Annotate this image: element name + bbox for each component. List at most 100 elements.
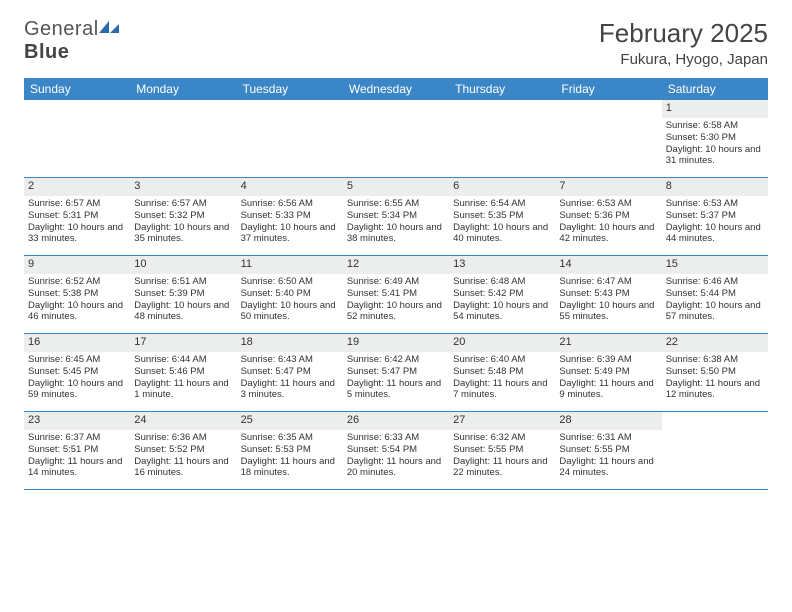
daylight-line: Daylight: 10 hours and 57 minutes. <box>666 300 764 324</box>
sunset-line: Sunset: 5:49 PM <box>559 366 657 378</box>
sunset-line: Sunset: 5:55 PM <box>559 444 657 456</box>
sunset-line: Sunset: 5:47 PM <box>347 366 445 378</box>
daylight-line: Daylight: 10 hours and 46 minutes. <box>28 300 126 324</box>
sunset-line: Sunset: 5:52 PM <box>134 444 232 456</box>
weekday-header: Saturday <box>662 78 768 100</box>
header: General Blue February 2025 Fukura, Hyogo… <box>24 18 768 68</box>
sunrise-line: Sunrise: 6:39 AM <box>559 354 657 366</box>
day-number: 24 <box>130 412 236 430</box>
day-cell: 26Sunrise: 6:33 AMSunset: 5:54 PMDayligh… <box>343 412 449 489</box>
day-cell: 14Sunrise: 6:47 AMSunset: 5:43 PMDayligh… <box>555 256 661 333</box>
daylight-line: Daylight: 11 hours and 16 minutes. <box>134 456 232 480</box>
week-row: 23Sunrise: 6:37 AMSunset: 5:51 PMDayligh… <box>24 412 768 490</box>
weekday-header: Sunday <box>24 78 130 100</box>
sunset-line: Sunset: 5:31 PM <box>28 210 126 222</box>
sunset-line: Sunset: 5:39 PM <box>134 288 232 300</box>
weekday-header: Wednesday <box>343 78 449 100</box>
week-row: 9Sunrise: 6:52 AMSunset: 5:38 PMDaylight… <box>24 256 768 334</box>
sunrise-line: Sunrise: 6:57 AM <box>28 198 126 210</box>
week-row: 16Sunrise: 6:45 AMSunset: 5:45 PMDayligh… <box>24 334 768 412</box>
calendar-page: General Blue February 2025 Fukura, Hyogo… <box>0 0 792 508</box>
sunrise-line: Sunrise: 6:53 AM <box>666 198 764 210</box>
sunset-line: Sunset: 5:36 PM <box>559 210 657 222</box>
weekday-header: Friday <box>555 78 661 100</box>
day-cell: 10Sunrise: 6:51 AMSunset: 5:39 PMDayligh… <box>130 256 236 333</box>
day-number: 25 <box>237 412 343 430</box>
day-number: 18 <box>237 334 343 352</box>
day-cell: 17Sunrise: 6:44 AMSunset: 5:46 PMDayligh… <box>130 334 236 411</box>
day-number: 11 <box>237 256 343 274</box>
day-number: 21 <box>555 334 661 352</box>
day-cell: 25 Sunrise: 6:35 AMSunset: 5:53 PMDayligh… <box>237 412 343 489</box>
daylight-line: Daylight: 11 hours and 9 minutes. <box>559 378 657 402</box>
day-cell: 1Sunrise: 6:58 AMSunset: 5:30 PMDaylight… <box>662 100 768 177</box>
sunrise-line: Sunrise: 6:47 AM <box>559 276 657 288</box>
sunrise-line: Sunrise: 6:32 AM <box>453 432 551 444</box>
day-number: 27 <box>449 412 555 430</box>
day-number: 1 <box>662 100 768 118</box>
sunset-line: Sunset: 5:47 PM <box>241 366 339 378</box>
week-row: 1Sunrise: 6:58 AMSunset: 5:30 PMDaylight… <box>24 100 768 178</box>
brand-first: General <box>24 18 99 40</box>
sunset-line: Sunset: 5:40 PM <box>241 288 339 300</box>
daylight-line: Daylight: 11 hours and 20 minutes. <box>347 456 445 480</box>
day-cell: 12Sunrise: 6:49 AMSunset: 5:41 PMDayligh… <box>343 256 449 333</box>
daylight-line: Daylight: 10 hours and 42 minutes. <box>559 222 657 246</box>
day-cell: 22Sunrise: 6:38 AMSunset: 5:50 PMDayligh… <box>662 334 768 411</box>
daylight-line: Daylight: 10 hours and 37 minutes. <box>241 222 339 246</box>
day-cell: 21 Sunrise: 6:39 AMSunset: 5:49 PMDayligh… <box>555 334 661 411</box>
day-number: 12 <box>343 256 449 274</box>
week-row: 2 Sunrise: 6:57 AMSunset: 5:31 PM Daylight… <box>24 178 768 256</box>
day-number: 7 <box>555 178 661 196</box>
location-label: Fukura, Hyogo, Japan <box>599 51 768 68</box>
day-cell: 16Sunrise: 6:45 AMSunset: 5:45 PMDayligh… <box>24 334 130 411</box>
sunset-line: Sunset: 5:53 PM <box>241 444 339 456</box>
daylight-line: Daylight: 11 hours and 14 minutes. <box>28 456 126 480</box>
day-number: 2 <box>24 178 130 196</box>
day-number: 13 <box>449 256 555 274</box>
day-number: 22 <box>662 334 768 352</box>
day-cell: 8Sunrise: 6:53 AMSunset: 5:37 PMDaylight… <box>662 178 768 255</box>
brand-logo: General Blue <box>24 18 121 64</box>
sail-icon <box>99 19 121 35</box>
title-block: February 2025 Fukura, Hyogo, Japan <box>599 18 768 68</box>
day-cell <box>555 100 661 177</box>
sunrise-line: Sunrise: 6:51 AM <box>134 276 232 288</box>
daylight-line: Daylight: 11 hours and 12 minutes. <box>666 378 764 402</box>
daylight-line: Daylight: 10 hours and 40 minutes. <box>453 222 551 246</box>
weekday-header: Thursday <box>449 78 555 100</box>
sunset-line: Sunset: 5:46 PM <box>134 366 232 378</box>
daylight-line: Daylight: 11 hours and 24 minutes. <box>559 456 657 480</box>
daylight-line: Daylight: 10 hours and 31 minutes. <box>666 144 764 168</box>
sunset-line: Sunset: 5:48 PM <box>453 366 551 378</box>
daylight-line: Daylight: 10 hours and 54 minutes. <box>453 300 551 324</box>
sunset-line: Sunset: 5:55 PM <box>453 444 551 456</box>
day-cell: 4Sunrise: 6:56 AMSunset: 5:33 PMDaylight… <box>237 178 343 255</box>
calendar-grid: SundayMondayTuesdayWednesdayThursdayFrid… <box>24 78 768 490</box>
sunrise-line: Sunrise: 6:35 AM <box>241 432 339 444</box>
sunrise-line: Sunrise: 6:42 AM <box>347 354 445 366</box>
sunrise-line: Sunrise: 6:36 AM <box>134 432 232 444</box>
day-cell <box>449 100 555 177</box>
day-number: 4 <box>237 178 343 196</box>
sunrise-line: Sunrise: 6:53 AM <box>559 198 657 210</box>
daylight-line: Daylight: 11 hours and 22 minutes. <box>453 456 551 480</box>
month-title: February 2025 <box>599 18 768 49</box>
sunrise-line: Sunrise: 6:58 AM <box>666 120 764 132</box>
sunrise-line: Sunrise: 6:55 AM <box>347 198 445 210</box>
daylight-line: Daylight: 10 hours and 55 minutes. <box>559 300 657 324</box>
sunset-line: Sunset: 5:42 PM <box>453 288 551 300</box>
sunset-line: Sunset: 5:51 PM <box>28 444 126 456</box>
sunrise-line: Sunrise: 6:40 AM <box>453 354 551 366</box>
day-cell <box>130 100 236 177</box>
sunrise-line: Sunrise: 6:52 AM <box>28 276 126 288</box>
day-cell: 11Sunrise: 6:50 AMSunset: 5:40 PMDayligh… <box>237 256 343 333</box>
sunset-line: Sunset: 5:37 PM <box>666 210 764 222</box>
day-cell: 7 Sunrise: 6:53 AMSunset: 5:36 PMDaylight… <box>555 178 661 255</box>
sunrise-line: Sunrise: 6:56 AM <box>241 198 339 210</box>
sunrise-line: Sunrise: 6:46 AM <box>666 276 764 288</box>
day-cell: 13Sunrise: 6:48 AMSunset: 5:42 PMDayligh… <box>449 256 555 333</box>
daylight-line: Daylight: 11 hours and 18 minutes. <box>241 456 339 480</box>
day-cell <box>662 412 768 489</box>
sunrise-line: Sunrise: 6:37 AM <box>28 432 126 444</box>
